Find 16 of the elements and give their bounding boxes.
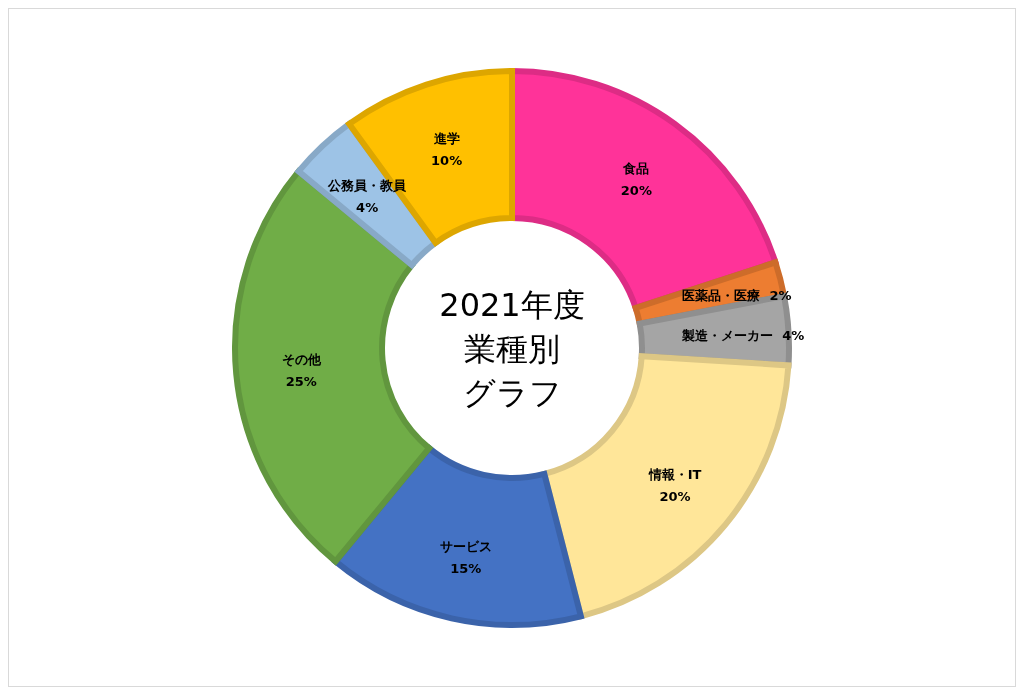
data-label: 25% — [285, 373, 317, 389]
slice-label: 医薬品・医療 — [682, 288, 761, 304]
slice-label: 情報・IT — [647, 466, 702, 482]
slice-label: 食品 — [622, 160, 650, 176]
slice-label: サービス — [439, 538, 492, 554]
data-label: 20% — [659, 488, 691, 504]
slice-label: 進学 — [432, 130, 460, 146]
text: 業種別グラフ — [462, 330, 562, 412]
data-label: 15% — [450, 560, 482, 576]
data-label: 20% — [620, 182, 652, 198]
data-label: 10% — [431, 152, 463, 168]
slice-label: その他 — [281, 351, 322, 367]
slice-label: 製造・メーカー — [682, 327, 774, 343]
data-label: 4% — [356, 199, 379, 215]
data-label: 4% — [782, 327, 805, 343]
text: 2021年度 — [439, 286, 585, 324]
